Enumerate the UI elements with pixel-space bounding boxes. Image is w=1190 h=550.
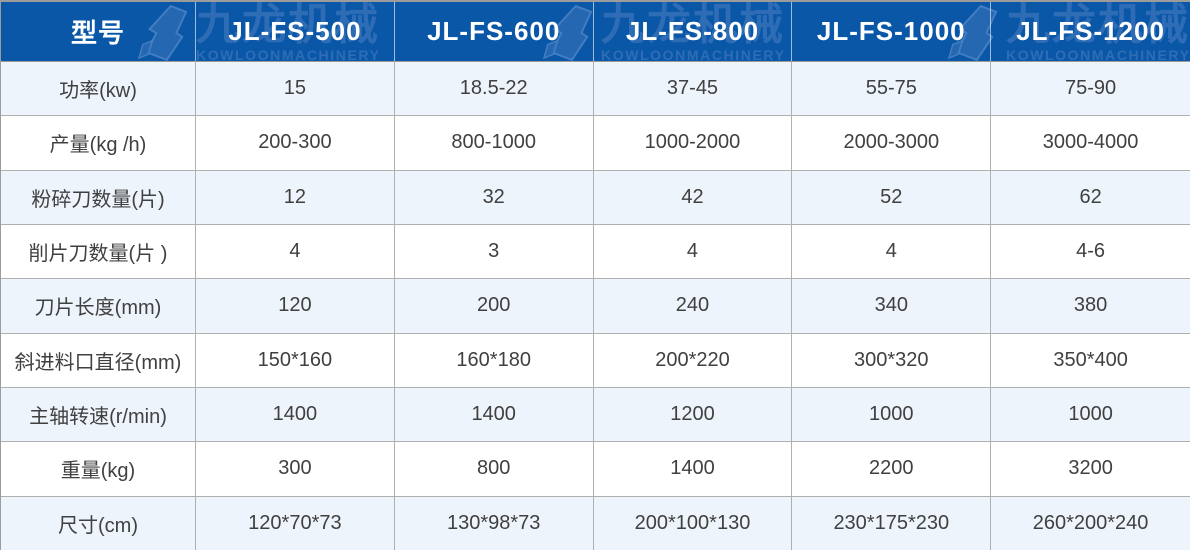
value-cell: 4 <box>792 224 992 279</box>
value-cell: 4 <box>594 224 793 279</box>
table-row: 功率(kw) 15 18.5-22 37-45 55-75 75-90 <box>1 62 1190 117</box>
value-cell: 75-90 <box>1065 77 1117 100</box>
table-row: 粉碎刀数量(片) 12 32 42 52 62 <box>1 170 1190 225</box>
table-row: 产量(kg /h) 200-300 800-1000 1000-2000 2000-30… <box>1 116 1190 171</box>
value-cell: 1000-2000 <box>594 116 793 170</box>
spec-table-header-row: 九龙机械 KOWLOONMACHINERY 九龙机械 KOWLOONMACHINERY… <box>1 2 1190 62</box>
value-cell: 15 <box>196 62 395 116</box>
value-cell: 200 <box>395 279 594 333</box>
value-cell: 3 <box>395 224 594 279</box>
value-cell: 230*175*230 <box>792 496 992 550</box>
value-cell: 800 <box>395 442 594 496</box>
table-row: 斜进料口直径(mm) 150*160 160*180 200*220 300*320 35… <box>1 333 1190 388</box>
value-cell: 800-1000 <box>395 116 594 170</box>
value-cell: 200*220 <box>594 333 793 387</box>
row-label-cell: 削片刀数量(片 ) <box>1 224 196 279</box>
value-cell: 52 <box>792 170 992 224</box>
value-cell: 160*180 <box>395 333 594 387</box>
table-row: 刀片长度(mm) 120 200 240 340 380 <box>1 279 1190 334</box>
value-cell: 1000 <box>1068 403 1113 426</box>
value-cell: 350*400 <box>1053 348 1128 371</box>
value-cell: 380 <box>1073 294 1108 317</box>
value-cell: 1200 <box>594 387 793 442</box>
value-cell: 1400 <box>196 387 395 442</box>
header-cell-jl-fs-800: JL-FS-800 <box>594 2 793 61</box>
value-cell: 4-6 <box>1076 240 1106 263</box>
value-cell: 3200 <box>1068 457 1113 480</box>
value-cell: 3000-4000 <box>1042 131 1139 154</box>
value-cell: 2200 <box>792 442 992 496</box>
value-cell: 300 <box>196 442 395 496</box>
value-cell: 1400 <box>395 387 594 442</box>
row-label-cell: 斜进料口直径(mm) <box>1 333 196 387</box>
value-cell: 130*98*73 <box>395 496 594 550</box>
row-label-cell: 粉碎刀数量(片) <box>1 170 196 224</box>
row-label-cell: 主轴转速(r/min) <box>1 387 196 442</box>
value-cell: 1400 <box>594 442 793 496</box>
table-row: 尺寸(cm) 120*70*73 130*98*73 200*100*130 230*1… <box>1 496 1190 550</box>
header-cell-jl-fs-600: JL-FS-600 <box>395 2 594 61</box>
value-cell: 4 <box>196 224 395 279</box>
value-cell: 240 <box>594 279 793 333</box>
spec-table-body: 功率(kw) 15 18.5-22 37-45 55-75 75-90 产量(kg /h) 2… <box>1 62 1190 550</box>
table-row: 重量(kg) 300 800 1400 2200 3200 <box>1 442 1190 497</box>
value-cell: 18.5-22 <box>395 62 594 116</box>
row-label-cell: 尺寸(cm) <box>1 496 196 550</box>
value-cell: 150*160 <box>196 333 395 387</box>
header-cell-model-label: 型号 <box>1 2 196 61</box>
value-cell: 200*100*130 <box>594 496 793 550</box>
row-label-cell: 刀片长度(mm) <box>1 279 196 333</box>
value-cell: 42 <box>594 170 793 224</box>
value-cell: 55-75 <box>792 62 992 116</box>
header-cell-jl-fs-1000: JL-FS-1000 <box>792 2 992 61</box>
row-label-cell: 功率(kw) <box>1 62 196 116</box>
value-cell: 120 <box>196 279 395 333</box>
row-label-cell: 产量(kg /h) <box>1 116 196 170</box>
value-cell: 2000-3000 <box>792 116 992 170</box>
value-cell: 200-300 <box>196 116 395 170</box>
table-row: 主轴转速(r/min) 1400 1400 1200 1000 1000 <box>1 387 1190 443</box>
header-cell-jl-fs-500: JL-FS-500 <box>196 2 395 61</box>
value-cell: 37-45 <box>594 62 793 116</box>
header-cell-jl-fs-1200: JL-FS-1200 <box>1016 16 1165 46</box>
value-cell: 32 <box>395 170 594 224</box>
value-cell: 260*200*240 <box>1032 511 1149 534</box>
table-row: 削片刀数量(片 ) 4 3 4 4 4-6 <box>1 224 1190 280</box>
value-cell: 300*320 <box>792 333 992 387</box>
value-cell: 12 <box>196 170 395 224</box>
value-cell: 62 <box>1079 185 1102 208</box>
value-cell: 340 <box>792 279 992 333</box>
row-label-cell: 重量(kg) <box>1 442 196 496</box>
value-cell: 120*70*73 <box>196 496 395 550</box>
value-cell: 1000 <box>792 387 992 442</box>
